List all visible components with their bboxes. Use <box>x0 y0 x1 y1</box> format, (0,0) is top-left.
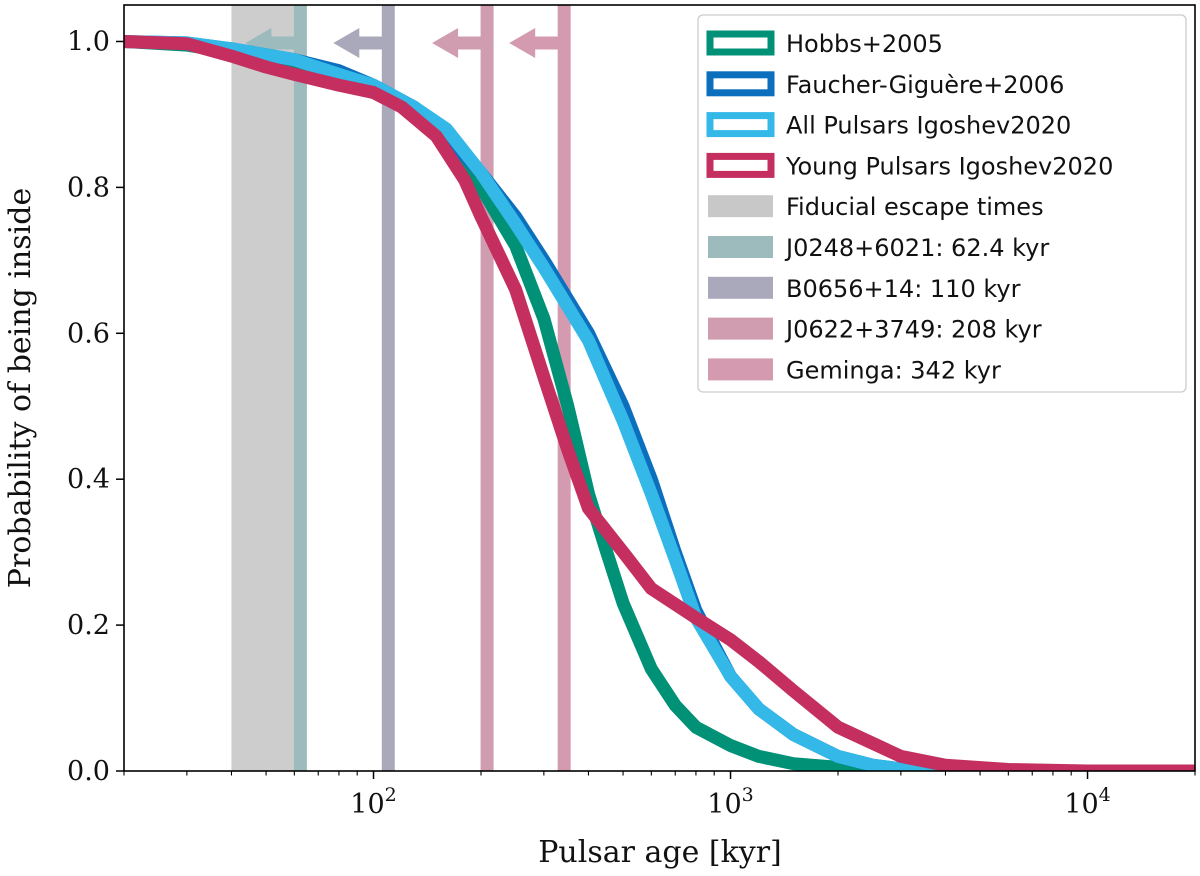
legend-swatch-j0248-6021-62-4-kyr <box>708 236 773 258</box>
legend-swatch-geminga-342-kyr <box>708 358 773 381</box>
axes-frame <box>123 4 1196 772</box>
legend-swatch-b0656-14-110-kyr <box>708 276 773 299</box>
legend-swatch-all-pulsars-igoshev2020 <box>706 112 775 138</box>
fiducial-band <box>231 5 305 771</box>
legend-label-j0248-6021-62-4-kyr: J0248+6021: 62.4 kyr <box>784 234 1049 262</box>
y-tick-label: 0.8 <box>67 172 110 203</box>
x-axis-label: Pulsar age [kyr] <box>538 835 782 870</box>
legend-label-fiducial-escape-times: Fiducial escape times <box>786 193 1044 221</box>
y-tick-label: 0.0 <box>67 756 110 787</box>
y-ticks: 0.0 0.2 0.4 0.6 0.8 1.0 <box>67 26 124 787</box>
legend-label-faucher-gigu-re-2006: Faucher-Giguère+2006 <box>786 71 1064 99</box>
legend-swatch-hobbs-2005 <box>706 30 775 56</box>
y-tick-label: 0.2 <box>67 610 110 641</box>
arrows-group <box>245 28 565 58</box>
series-group <box>124 35 1195 771</box>
plot-area <box>124 5 1195 771</box>
legend-label-all-pulsars-igoshev2020: All Pulsars Igoshev2020 <box>786 112 1071 140</box>
y-tick-label: 0.4 <box>67 464 110 495</box>
y-tick-label: 0.6 <box>67 318 110 349</box>
series-line-all-pulsars-igoshev2020 <box>124 35 1195 771</box>
x-tick-label: 102 <box>350 784 396 820</box>
legend-swatch-fiducial-escape-times <box>708 195 773 218</box>
arrow-head-b0656-14-110-kyr <box>333 28 360 58</box>
series-line-young-pulsars-igoshev2020 <box>124 35 1195 771</box>
legend-swatch-young-pulsars-igoshev2020 <box>706 152 775 178</box>
x-ticks: 102 103 104 <box>123 771 1196 820</box>
x-tick-label: 103 <box>707 784 753 820</box>
legend-frame <box>697 14 1187 393</box>
legend-label-hobbs-2005: Hobbs+2005 <box>786 30 943 58</box>
y-axis-label: Probability of being inside <box>3 188 38 588</box>
legend-label-young-pulsars-igoshev2020: Young Pulsars Igoshev2020 <box>785 152 1113 180</box>
arrow-head-geminga-342-kyr <box>509 28 536 58</box>
legend-label-b0656-14-110-kyr: B0656+14: 110 kyr <box>786 275 1021 303</box>
legend-swatch-faucher-gigu-re-2006 <box>706 71 775 97</box>
legend-label-geminga-342-kyr: Geminga: 342 kyr <box>786 356 1001 384</box>
arrow-head-j0622-3749-208-kyr <box>432 28 459 58</box>
legend-label-j0622-3749-208-kyr: J0622+3749: 208 kyr <box>784 316 1042 344</box>
legend: Hobbs+2005 Faucher-Giguère+2006 All Pulsar… <box>697 14 1187 393</box>
x-tick-label: 104 <box>1064 784 1110 820</box>
y-tick-label: 1.0 <box>67 26 110 57</box>
legend-swatch-j0622-3749-208-kyr <box>708 317 773 340</box>
